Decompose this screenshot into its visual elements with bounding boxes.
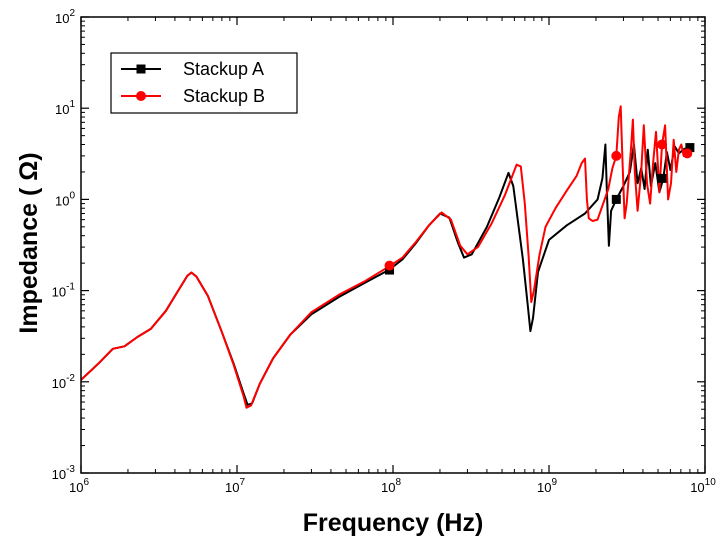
x-tick-label: 109: [537, 477, 557, 495]
y-tick-labels: 10-3 10-2 10-1 100 101 102: [52, 8, 76, 482]
series-line-1: [81, 143, 691, 406]
legend-label-1: Stackup A: [183, 59, 264, 79]
y-tick-label: 101: [55, 99, 75, 117]
x-tick-label: 107: [225, 477, 245, 495]
legend-marker-1: [136, 64, 146, 74]
series-1-marker: [657, 173, 667, 183]
series-2-marker: [611, 150, 622, 161]
x-tick-label: 1010: [690, 477, 716, 495]
legend: Stackup A Stackup B: [110, 52, 298, 114]
x-axis-title: Frequency (Hz): [303, 509, 484, 537]
series-layer: [81, 105, 695, 409]
y-tick-label: 102: [55, 8, 75, 26]
axes-layer: 106 107 108 109 1010 10-3 10-2 10-1 100 101 102: [52, 8, 717, 495]
series-1-marker: [685, 143, 695, 153]
legend-marker-2: [136, 91, 146, 101]
series-line-2: [81, 105, 688, 409]
x-tick-label: 106: [69, 477, 89, 495]
legend-label-2: Stackup B: [183, 86, 265, 106]
y-tick-label: 10-2: [52, 373, 76, 391]
y-tick-label: 10-3: [52, 464, 76, 482]
series-2-marker: [656, 139, 667, 150]
y-tick-label: 10-1: [52, 282, 76, 300]
series-2-marker: [384, 260, 395, 271]
y-axis-title: Impedance ( Ω): [15, 152, 43, 333]
y-tick-label: 100: [55, 190, 75, 208]
x-tick-label: 108: [381, 477, 401, 495]
x-tick-labels: 106 107 108 109 1010: [69, 477, 716, 495]
series-2-marker: [682, 148, 693, 159]
series-1-marker: [611, 194, 621, 204]
legend-box: [110, 52, 298, 114]
